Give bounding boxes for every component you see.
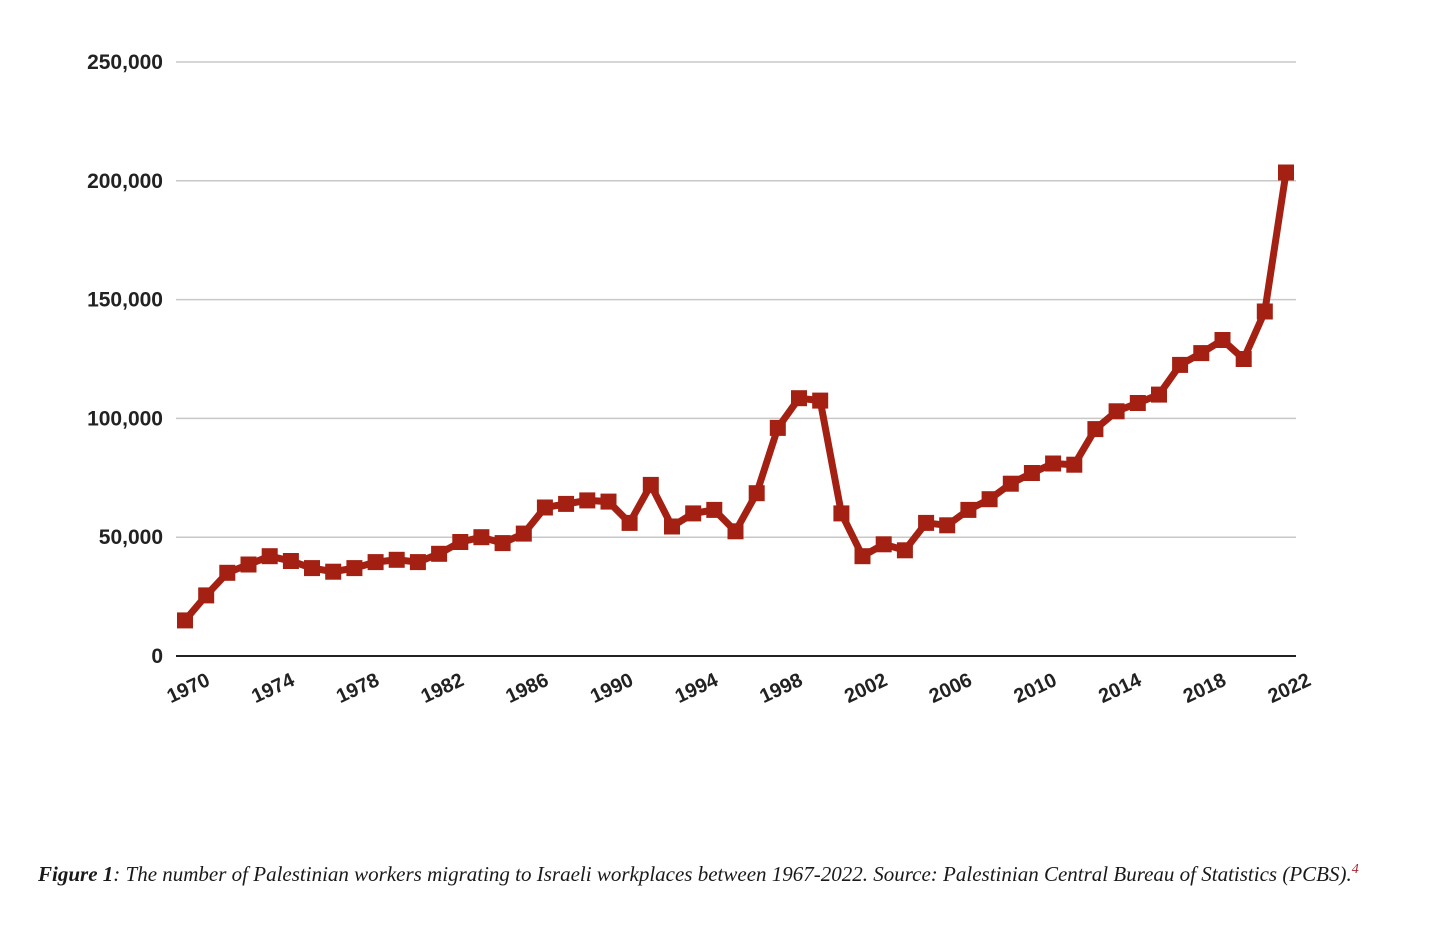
data-point-1998 [769,419,786,436]
data-point-1971 [198,587,215,604]
y-tick-label: 250,000 [87,51,163,74]
y-tick-label: 150,000 [87,289,163,312]
x-tick-label: 2002 [841,669,891,708]
caption-text: : The number of Palestinian workers migr… [113,862,1352,886]
data-point-1999 [791,390,807,407]
data-point-1978 [346,560,363,577]
series-markers [177,164,1294,629]
caption-footnote: 4 [1351,862,1359,877]
data-point-1987 [536,499,553,516]
data-point-1988 [558,495,575,512]
x-tick-label: 2022 [1265,669,1315,708]
data-point-1973 [240,556,257,573]
series-line [182,171,1290,623]
data-point-1994 [685,505,702,522]
data-point-2004 [896,542,913,559]
x-tick-label: 2006 [926,669,976,708]
data-point-2013 [1087,421,1104,438]
data-point-2016 [1151,386,1167,403]
data-point-2010 [1023,465,1040,481]
data-point-1989 [579,492,596,509]
data-point-1975 [282,553,299,569]
x-tick-label: 1970 [164,669,214,708]
data-point-1997 [748,485,765,502]
x-tick-label: 1998 [756,669,806,708]
x-tick-label: 1978 [333,669,383,708]
data-point-2003 [875,536,892,553]
data-point-2009 [1002,475,1019,492]
x-tick-label: 2018 [1180,669,1230,708]
data-point-1996 [727,523,744,540]
x-tick-label: 2014 [1095,669,1145,708]
data-point-2002 [854,548,871,565]
data-point-2005 [918,514,935,531]
x-tick-label: 1994 [672,669,722,708]
x-tick-label: 1990 [587,669,637,708]
data-point-1983 [452,534,469,550]
data-point-2000 [812,392,829,409]
x-tick-label: 1986 [502,669,552,708]
x-tick-label: 1982 [418,669,468,708]
x-tick-label: 1974 [248,669,298,708]
x-axis-tick-labels: 1970 1974 1978 1982 1986 1990 1994 1998 2002 2006… [164,669,1315,708]
data-point-1970 [177,612,193,629]
data-point-2021 [1256,303,1273,320]
data-point-2022 [1278,164,1294,181]
data-point-1976 [304,560,320,577]
grid-lines [176,61,1296,538]
line-chart: 0 50,000 100,000 150,000 200,000 250,000 1970… [87,51,1315,708]
x-tick-label: 2010 [1011,669,1061,708]
figure-caption: Figure 1: The number of Palestinian work… [38,862,1438,887]
data-point-2018 [1193,345,1210,362]
data-point-1991 [621,514,638,531]
data-point-1982 [431,545,448,562]
data-point-1981 [409,554,426,571]
caption-label: Figure 1 [38,862,114,886]
data-point-1977 [325,563,342,580]
y-tick-label: 0 [151,645,163,668]
data-point-1980 [388,551,405,568]
data-point-2014 [1108,403,1125,420]
data-point-1979 [367,554,384,571]
data-point-1984 [473,529,490,546]
y-tick-label: 100,000 [87,407,163,430]
data-point-1974 [261,548,278,565]
y-tick-label: 200,000 [87,170,163,193]
y-tick-label: 50,000 [99,526,163,549]
data-point-2008 [981,491,998,508]
data-point-2017 [1172,356,1189,373]
data-point-2012 [1066,456,1083,473]
data-point-1986 [515,525,532,542]
data-point-2020 [1235,351,1252,367]
data-point-2011 [1045,455,1062,472]
data-point-2007 [960,501,977,518]
data-point-1995 [706,501,723,518]
data-point-1972 [219,564,236,581]
data-point-1985 [494,535,511,552]
data-point-1992 [642,476,659,493]
data-point-2006 [939,517,956,534]
data-point-2019 [1214,332,1231,348]
data-point-1990 [600,493,617,510]
data-point-1993 [664,518,680,535]
data-point-2015 [1129,395,1146,411]
y-axis-tick-labels: 0 50,000 100,000 150,000 200,000 250,000 [87,51,163,668]
data-point-2001 [833,505,850,522]
